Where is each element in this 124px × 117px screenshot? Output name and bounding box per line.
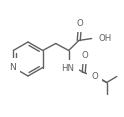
Text: O: O bbox=[81, 51, 88, 60]
Text: N: N bbox=[9, 63, 16, 72]
Text: OH: OH bbox=[99, 34, 112, 43]
Text: O: O bbox=[91, 72, 98, 81]
Text: O: O bbox=[76, 19, 83, 28]
Text: HN: HN bbox=[61, 64, 74, 73]
